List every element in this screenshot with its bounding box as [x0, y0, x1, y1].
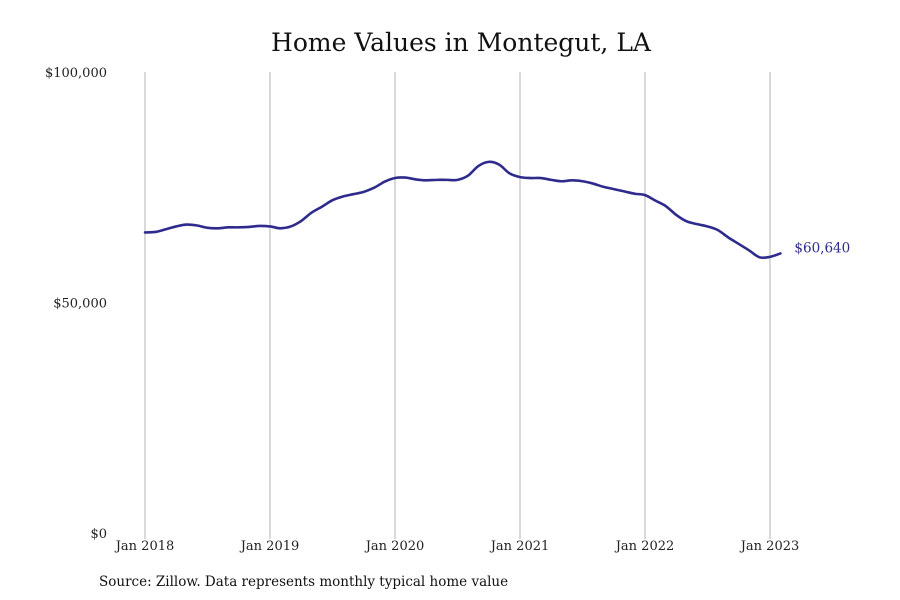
x-axis: Jan 2018 Jan 2019 Jan 2020 Jan 2021 Jan 2022… [114, 539, 800, 554]
y-tick-label: $50,000 [53, 297, 107, 312]
x-tick-label: Jan 2018 [114, 539, 175, 554]
series-line [143, 160, 782, 260]
x-tick-label: Jan 2021 [489, 539, 550, 554]
x-tick-label: Jan 2019 [239, 539, 300, 554]
y-axis: $0 $50,000 $100,000 [45, 66, 107, 542]
x-tick-label: Jan 2020 [364, 539, 425, 554]
source-note: Source: Zillow. Data represents monthly … [99, 574, 508, 590]
end-value-label: $60,640 [794, 240, 850, 256]
x-tick-label: Jan 2022 [614, 539, 675, 554]
x-tick-label: Jan 2023 [739, 539, 800, 554]
y-tick-label: $100,000 [45, 66, 107, 81]
series-layer: $60,640 [143, 160, 850, 260]
y-tick-label: $0 [90, 527, 107, 542]
grid-lines [144, 72, 771, 539]
chart-title: Home Values in Montegut, LA [271, 28, 652, 57]
